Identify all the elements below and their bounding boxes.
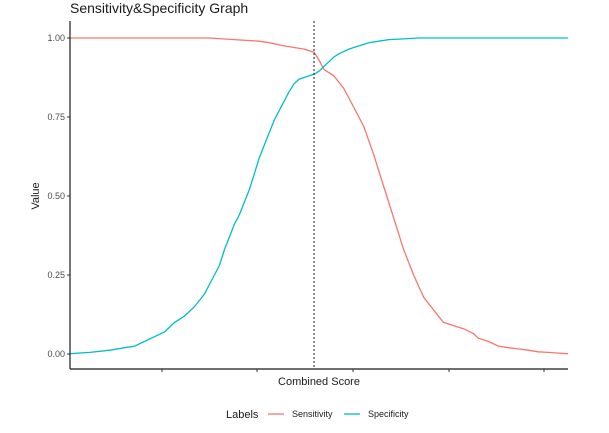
y-axis-title: Value bbox=[30, 182, 42, 209]
legend: Labels Sensitivity Specificity bbox=[226, 409, 409, 421]
y-tick-label: 1.00 bbox=[47, 33, 65, 43]
chart-title: Sensitivity&Specificity Graph bbox=[70, 0, 248, 16]
series-layer bbox=[69, 37, 569, 355]
legend-title: Labels bbox=[226, 409, 259, 421]
series-line-sensitivity bbox=[70, 37, 569, 355]
x-axis-ticks bbox=[161, 369, 545, 372]
y-axis-ticks: 0.00 0.25 0.50 0.75 1.00 bbox=[47, 33, 70, 359]
y-tick-label: 0.00 bbox=[47, 349, 65, 359]
y-tick-label: 0.25 bbox=[47, 270, 65, 280]
legend-label-specificity: Specificity bbox=[368, 409, 409, 419]
legend-items: Sensitivity Specificity bbox=[268, 409, 409, 419]
series-line-specificity bbox=[69, 37, 568, 355]
x-axis-title: Combined Score bbox=[278, 376, 360, 388]
plot-panel: 0.00 0.25 0.50 0.75 1.00 bbox=[47, 21, 569, 372]
y-tick-label: 0.50 bbox=[47, 191, 65, 201]
legend-label-sensitivity: Sensitivity bbox=[292, 409, 333, 419]
y-tick-label: 0.75 bbox=[47, 112, 65, 122]
